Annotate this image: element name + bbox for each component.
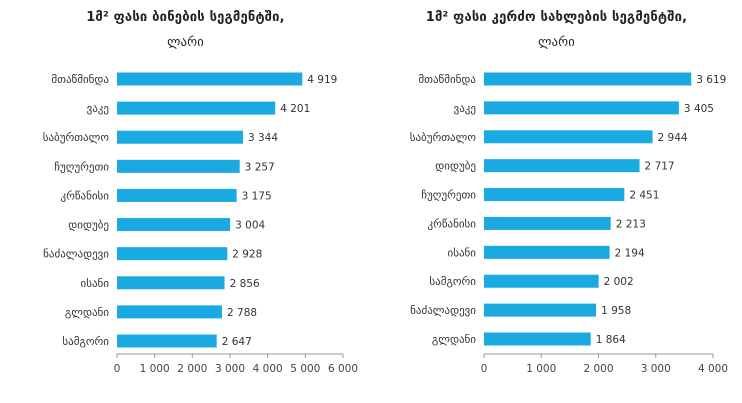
category-label: ჩუღურეთი — [421, 189, 476, 202]
category-label: სამგორი — [429, 275, 476, 288]
x-tick-label: 0 — [114, 363, 121, 375]
x-tick-label: 2 000 — [177, 363, 207, 375]
bar — [484, 245, 610, 259]
bar — [484, 216, 611, 230]
bar — [117, 130, 243, 144]
category-label: ისანი — [448, 246, 477, 259]
x-tick-label: 5 000 — [290, 363, 320, 375]
left-chart-subtitle: ლარი — [167, 34, 204, 49]
category-label: ნაძალადევი — [43, 248, 109, 261]
value-label: 3 004 — [235, 220, 265, 232]
bar — [484, 130, 653, 144]
category-label: ვაკე — [87, 102, 109, 115]
category-label: მთაწმინდა — [418, 73, 476, 86]
x-tick-label: 1 000 — [526, 363, 556, 375]
value-label: 3 344 — [248, 132, 278, 144]
value-label: 2 788 — [227, 307, 257, 319]
bar — [484, 303, 597, 317]
x-tick-label: 3 000 — [641, 363, 671, 375]
category-label: საბურთალო — [410, 131, 477, 144]
bar — [117, 101, 276, 115]
bar — [484, 101, 679, 115]
x-tick-label: 1 000 — [140, 363, 170, 375]
value-label: 2 002 — [604, 276, 634, 288]
left-bar-chart: 0 1 000 2 000 3 000 4 000 5 000 6 000 მთაწმინდა… — [43, 72, 358, 375]
category-label: გლდანი — [65, 306, 109, 319]
category-label: დიდუბე — [68, 219, 109, 232]
category-label: ჩუღურეთი — [54, 160, 109, 173]
value-label: 2 213 — [616, 218, 646, 230]
category-label: მთაწმინდა — [51, 73, 109, 86]
bar — [484, 159, 640, 173]
category-label: კრწანისი — [60, 189, 109, 202]
right-chart-subtitle: ლარი — [538, 34, 575, 49]
x-tick-label: 6 000 — [328, 363, 358, 375]
bar — [484, 72, 692, 86]
bar — [117, 334, 217, 348]
x-tick-label: 4 000 — [253, 363, 283, 375]
value-label: 2 194 — [615, 247, 645, 259]
category-label: სამგორი — [62, 335, 109, 348]
value-label: 2 944 — [658, 132, 688, 144]
x-tick-label: 4 000 — [698, 363, 728, 375]
value-label: 3 619 — [696, 74, 726, 86]
category-label: დიდუბე — [435, 160, 476, 173]
value-label: 4 919 — [307, 74, 337, 86]
bar — [117, 188, 237, 202]
category-label: გლდანი — [432, 333, 476, 346]
x-tick-label: 0 — [481, 363, 488, 375]
value-label: 4 201 — [280, 103, 310, 115]
right-chart-panel: 1მ² ფასი კერძო სახლების სეგმენტში, ლარი … — [371, 0, 742, 403]
bar — [117, 305, 223, 319]
bar — [117, 72, 303, 86]
value-label: 2 928 — [232, 249, 262, 261]
right-chart-title: 1მ² ფასი კერძო სახლების სეგმენტში, — [425, 10, 688, 25]
value-label: 2 717 — [645, 161, 675, 173]
bar — [117, 276, 225, 290]
value-label: 2 647 — [222, 336, 252, 348]
x-tick-label: 2 000 — [583, 363, 613, 375]
value-label: 3 175 — [242, 190, 272, 202]
bar — [484, 188, 625, 202]
bar — [484, 332, 591, 346]
category-label: ისანი — [81, 277, 110, 290]
value-label: 1 864 — [596, 334, 626, 346]
bar — [484, 274, 599, 288]
value-label: 2 451 — [629, 190, 659, 202]
category-label: კრწანისი — [427, 217, 476, 230]
bar — [117, 218, 231, 232]
value-label: 3 257 — [245, 161, 275, 173]
bar — [117, 247, 228, 261]
category-label: ნაძალადევი — [410, 304, 476, 317]
value-label: 3 405 — [684, 103, 714, 115]
x-tick-label: 3 000 — [215, 363, 245, 375]
right-bar-chart: 0 1 000 2 000 3 000 4 000 მთაწმინდა 3 619 ვაკე 3… — [410, 72, 728, 375]
value-label: 2 856 — [230, 278, 260, 290]
category-label: საბურთალო — [43, 131, 110, 144]
left-chart-title: 1მ² ფასი ბინების სეგმენტში, — [86, 10, 285, 25]
left-chart-panel: 1მ² ფასი ბინების სეგმენტში, ლარი 0 1 000 2… — [43, 10, 358, 375]
bar — [117, 159, 240, 173]
value-label: 1 958 — [601, 305, 631, 317]
category-label: ვაკე — [454, 102, 476, 115]
